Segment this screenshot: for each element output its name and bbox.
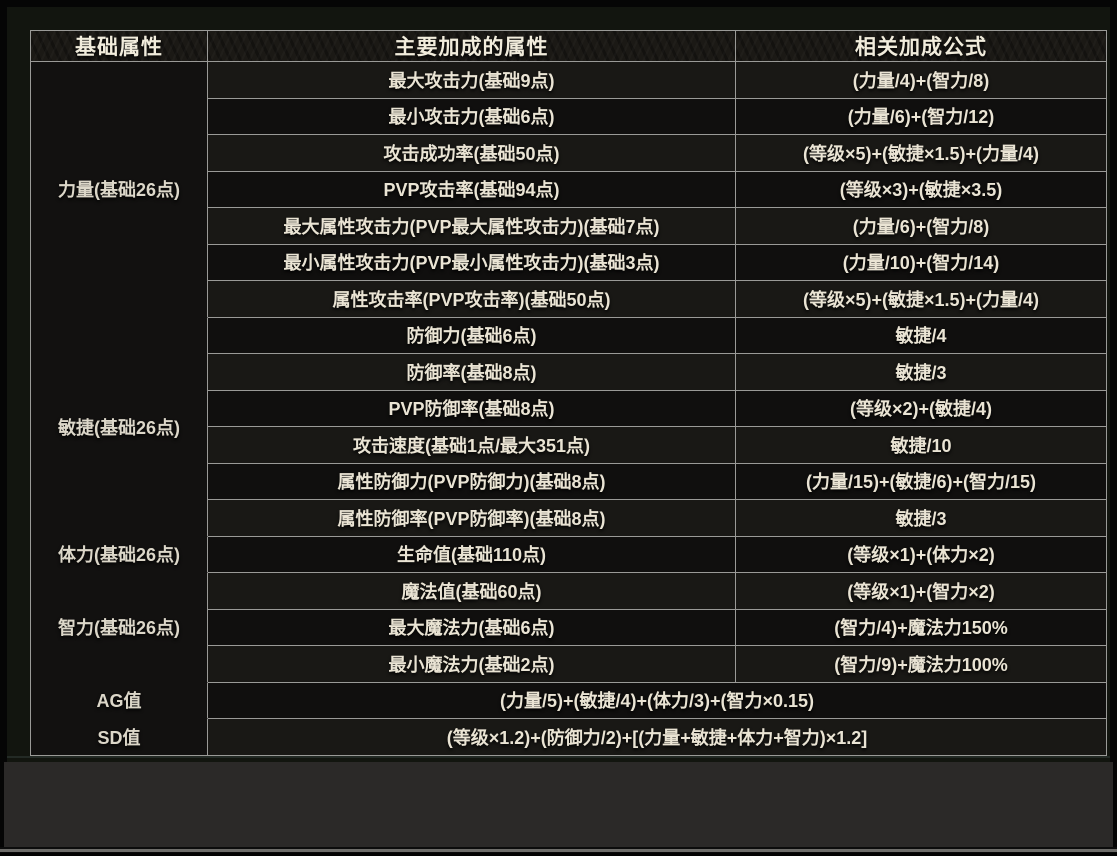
formula-cell: (智力/9)+魔法力100% bbox=[736, 646, 1106, 683]
group-cell-intelligence: 智力(基础26点) bbox=[31, 573, 208, 683]
formula-cell: (力量/15)+(敏捷/6)+(智力/15) bbox=[736, 463, 1106, 500]
formula-cell: (力量/5)+(敏捷/4)+(体力/3)+(智力×0.15) bbox=[208, 682, 1106, 719]
formula-cell: (等级×1)+(体力×2) bbox=[736, 536, 1106, 573]
table-row: 攻击成功率(基础50点) (等级×5)+(敏捷×1.5)+(力量/4) bbox=[31, 135, 1106, 172]
attr-cell: 最大魔法力(基础6点) bbox=[208, 609, 736, 646]
header-cell-bonus-formula: 相关加成公式 bbox=[736, 31, 1106, 62]
table-row: 最大属性攻击力(PVP最大属性攻击力)(基础7点) (力量/6)+(智力/8) bbox=[31, 208, 1106, 245]
attr-cell: 防御力(基础6点) bbox=[208, 317, 736, 354]
table-row: AG值 (力量/5)+(敏捷/4)+(体力/3)+(智力×0.15) bbox=[31, 682, 1106, 719]
table-row: 力量(基础26点) 最大攻击力(基础9点) (力量/4)+(智力/8) bbox=[31, 62, 1106, 318]
formula-cell: (力量/4)+(智力/8) bbox=[736, 62, 1106, 99]
formula-cell: (力量/6)+(智力/12) bbox=[736, 98, 1106, 135]
formula-cell: (等级×3)+(敏捷×3.5) bbox=[736, 171, 1106, 208]
table-header-row: 基础属性 主要加成的属性 相关加成公式 bbox=[31, 31, 1106, 62]
formula-cell: 敏捷/10 bbox=[736, 427, 1106, 464]
formula-cell: 敏捷/3 bbox=[736, 354, 1106, 391]
attr-cell: 最小攻击力(基础6点) bbox=[208, 98, 736, 135]
stats-table-container: 基础属性 主要加成的属性 相关加成公式 力量(基础26点) 最大攻击力(基础9点… bbox=[30, 30, 1107, 756]
table-row: 最大魔法力(基础6点) (智力/4)+魔法力150% bbox=[31, 609, 1106, 646]
attr-cell: PVP攻击率(基础94点) bbox=[208, 171, 736, 208]
table-row: 体力(基础26点) 生命值(基础110点) (等级×1)+(体力×2) bbox=[31, 536, 1106, 573]
attr-cell: 最小魔法力(基础2点) bbox=[208, 646, 736, 683]
table-row: 属性攻击率(PVP攻击率)(基础50点) (等级×5)+(敏捷×1.5)+(力量… bbox=[31, 281, 1106, 318]
formula-cell: (等级×2)+(敏捷/4) bbox=[736, 390, 1106, 427]
attr-cell: 生命值(基础110点) bbox=[208, 536, 736, 573]
attr-cell: 最大攻击力(基础9点) bbox=[208, 62, 736, 99]
group-cell-ag-value: AG值 bbox=[31, 682, 208, 719]
window-bottom-edge bbox=[0, 847, 1117, 856]
formula-cell: (力量/10)+(智力/14) bbox=[736, 244, 1106, 281]
table-row: 属性防御率(PVP防御率)(基础8点) 敏捷/3 bbox=[31, 500, 1106, 537]
frame-bottom-highlight bbox=[7, 756, 1110, 758]
table-row: PVP防御率(基础8点) (等级×2)+(敏捷/4) bbox=[31, 390, 1106, 427]
header-cell-main-bonus-attribute: 主要加成的属性 bbox=[208, 31, 736, 62]
table-row: 攻击速度(基础1点/最大351点) 敏捷/10 bbox=[31, 427, 1106, 464]
attr-cell: 最小属性攻击力(PVP最小属性攻击力)(基础3点) bbox=[208, 244, 736, 281]
group-cell-agility: 敏捷(基础26点) bbox=[31, 317, 208, 537]
table-row: 防御率(基础8点) 敏捷/3 bbox=[31, 354, 1106, 391]
formula-cell: (智力/4)+魔法力150% bbox=[736, 609, 1106, 646]
attr-cell: 攻击成功率(基础50点) bbox=[208, 135, 736, 172]
table-row: 最小属性攻击力(PVP最小属性攻击力)(基础3点) (力量/10)+(智力/14… bbox=[31, 244, 1106, 281]
formula-cell: (等级×1)+(智力×2) bbox=[736, 573, 1106, 610]
formula-cell: 敏捷/3 bbox=[736, 500, 1106, 537]
table-row: 智力(基础26点) 魔法值(基础60点) (等级×1)+(智力×2) bbox=[31, 573, 1106, 683]
table-row: SD值 (等级×1.2)+(防御力/2)+[(力量+敏捷+体力+智力)×1.2] bbox=[31, 719, 1106, 755]
formula-cell: 敏捷/4 bbox=[736, 317, 1106, 354]
table-row: 最小攻击力(基础6点) (力量/6)+(智力/12) bbox=[31, 98, 1106, 135]
attr-cell: 攻击速度(基础1点/最大351点) bbox=[208, 427, 736, 464]
attr-cell: 属性攻击率(PVP攻击率)(基础50点) bbox=[208, 281, 736, 318]
formula-cell: (力量/6)+(智力/8) bbox=[736, 208, 1106, 245]
table-row: 敏捷(基础26点) 防御力(基础6点) 敏捷/4 bbox=[31, 317, 1106, 537]
attr-cell: 属性防御力(PVP防御力)(基础8点) bbox=[208, 463, 736, 500]
formula-cell: (等级×5)+(敏捷×1.5)+(力量/4) bbox=[736, 135, 1106, 172]
formula-cell: (等级×5)+(敏捷×1.5)+(力量/4) bbox=[736, 281, 1106, 318]
attr-cell: 魔法值(基础60点) bbox=[208, 573, 736, 610]
group-cell-stamina: 体力(基础26点) bbox=[31, 536, 208, 573]
group-cell-sd-value: SD值 bbox=[31, 719, 208, 755]
header-cell-base-attribute: 基础属性 bbox=[31, 31, 208, 62]
stats-table: 基础属性 主要加成的属性 相关加成公式 力量(基础26点) 最大攻击力(基础9点… bbox=[30, 30, 1107, 756]
attr-cell: PVP防御率(基础8点) bbox=[208, 390, 736, 427]
attr-cell: 属性防御率(PVP防御率)(基础8点) bbox=[208, 500, 736, 537]
attr-cell: 防御率(基础8点) bbox=[208, 354, 736, 391]
content-background bbox=[4, 762, 1113, 847]
table-row: 属性防御力(PVP防御力)(基础8点) (力量/15)+(敏捷/6)+(智力/1… bbox=[31, 463, 1106, 500]
table-row: 最小魔法力(基础2点) (智力/9)+魔法力100% bbox=[31, 646, 1106, 683]
group-cell-strength: 力量(基础26点) bbox=[31, 62, 208, 318]
table-row: PVP攻击率(基础94点) (等级×3)+(敏捷×3.5) bbox=[31, 171, 1106, 208]
formula-cell: (等级×1.2)+(防御力/2)+[(力量+敏捷+体力+智力)×1.2] bbox=[208, 719, 1106, 755]
attr-cell: 最大属性攻击力(PVP最大属性攻击力)(基础7点) bbox=[208, 208, 736, 245]
